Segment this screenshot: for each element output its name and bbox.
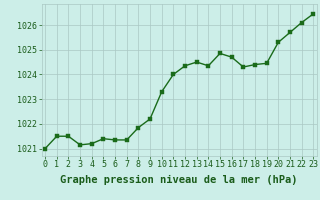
X-axis label: Graphe pression niveau de la mer (hPa): Graphe pression niveau de la mer (hPa): [60, 175, 298, 185]
